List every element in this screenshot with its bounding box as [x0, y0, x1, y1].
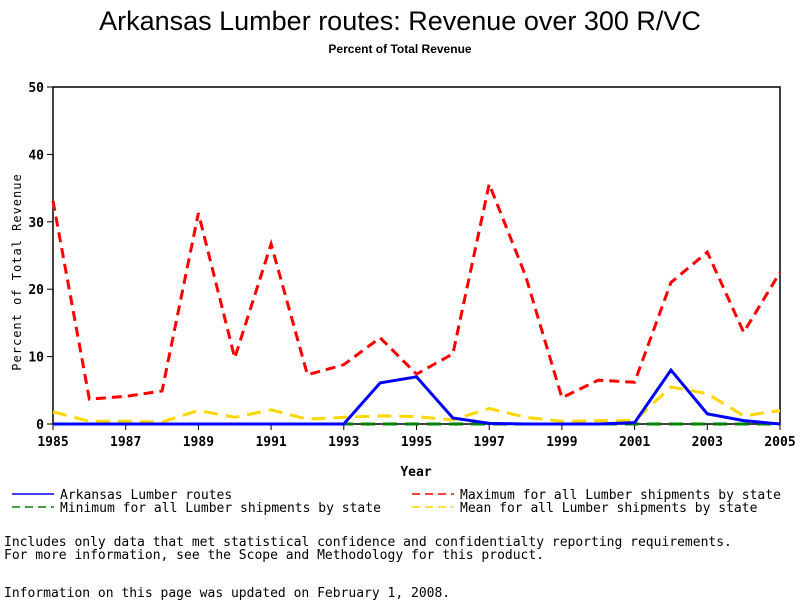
legend-label-3: Mean for all Lumber shipments by state: [460, 501, 758, 516]
x-tick-label: 2003: [692, 435, 723, 450]
x-tick-label: 1989: [183, 435, 214, 450]
series-line-3: [52, 385, 781, 424]
x-tick-label: 2005: [764, 435, 795, 450]
x-tick-label: 2001: [619, 435, 650, 450]
series-line-0: [53, 367, 781, 426]
x-axis-label: Year: [400, 465, 431, 480]
y-tick-label: 40: [28, 148, 44, 163]
y-tick-label: 20: [28, 283, 44, 298]
x-tick-label: 1995: [401, 435, 432, 450]
note-methodology: For more information, see the Scope and …: [4, 548, 545, 563]
legend-label-1: Maximum for all Lumber shipments by stat…: [460, 488, 781, 503]
x-tick-label: 1985: [37, 435, 68, 450]
series-line-1: [51, 178, 782, 401]
y-axis-label: Percent of Total Revenue: [10, 173, 24, 370]
note-updated: Information on this page was updated on …: [4, 586, 451, 601]
y-tick-label: 0: [36, 418, 44, 433]
x-tick-label: 1997: [474, 435, 505, 450]
note-confidence: Includes only data that met statistical …: [4, 535, 732, 550]
y-tick-label: 30: [28, 216, 44, 231]
x-tick-label: 1991: [255, 435, 286, 450]
x-tick-label: 1993: [328, 435, 359, 450]
x-tick-label: 1987: [110, 435, 141, 450]
chart-subtitle: Percent of Total Revenue: [328, 42, 472, 56]
legend-label-0: Arkansas Lumber routes: [60, 488, 232, 503]
chart-title: Arkansas Lumber routes: Revenue over 300…: [99, 6, 701, 36]
y-tick-label: 50: [28, 81, 44, 96]
y-tick-label: 10: [28, 351, 44, 366]
legend-label-2: Minimum for all Lumber shipments by stat…: [60, 501, 381, 516]
x-tick-label: 1999: [546, 435, 577, 450]
